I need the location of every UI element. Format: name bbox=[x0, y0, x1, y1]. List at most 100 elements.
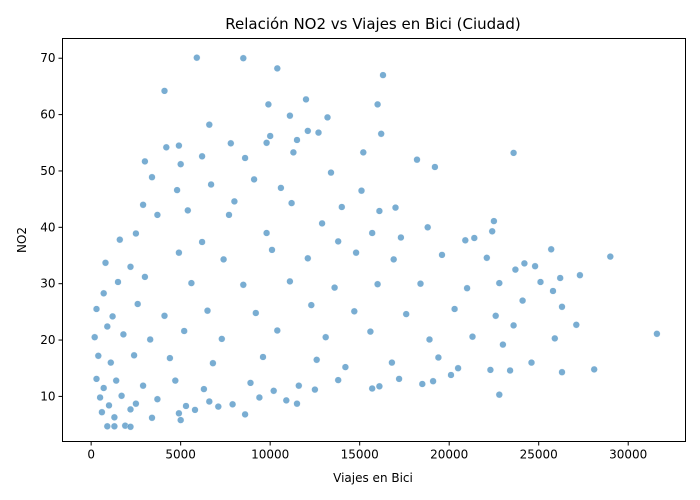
data-point bbox=[318, 219, 326, 228]
data-point bbox=[103, 322, 111, 331]
data-point bbox=[302, 95, 310, 104]
data-point bbox=[366, 327, 375, 336]
y-axis-label: NO2 bbox=[15, 227, 29, 253]
data-point bbox=[527, 358, 536, 367]
data-point bbox=[391, 203, 400, 212]
data-point bbox=[334, 237, 342, 246]
data-point bbox=[112, 376, 120, 385]
data-point bbox=[262, 139, 271, 147]
data-point bbox=[228, 400, 237, 408]
y-axis-ticks: 10 20 30 40 50 60 70 bbox=[40, 51, 63, 403]
data-point bbox=[187, 279, 196, 287]
data-point bbox=[246, 379, 255, 387]
data-point bbox=[416, 280, 425, 288]
data-point bbox=[390, 255, 398, 264]
data-point bbox=[160, 312, 169, 320]
data-point bbox=[357, 187, 366, 195]
data-point bbox=[509, 321, 518, 330]
x-axis-ticks: 0 5000 10000 15000 20000 25000 30000 bbox=[87, 441, 647, 462]
data-point bbox=[101, 259, 110, 267]
y-tick-label: 60 bbox=[40, 108, 55, 122]
data-point bbox=[450, 305, 459, 313]
data-point bbox=[255, 393, 264, 402]
data-point bbox=[141, 157, 149, 166]
data-point bbox=[334, 376, 342, 384]
data-point bbox=[205, 397, 213, 406]
data-point bbox=[153, 395, 162, 403]
data-point bbox=[431, 163, 439, 171]
data-point bbox=[287, 199, 296, 207]
data-point bbox=[495, 391, 503, 399]
data-point bbox=[98, 408, 106, 416]
data-point bbox=[177, 160, 185, 168]
data-point bbox=[126, 423, 135, 431]
data-point bbox=[230, 197, 239, 206]
data-point bbox=[499, 340, 507, 349]
x-tick-label: 5000 bbox=[165, 448, 196, 462]
data-point bbox=[289, 148, 298, 157]
data-point bbox=[518, 296, 527, 305]
data-point bbox=[160, 87, 169, 95]
data-point bbox=[576, 271, 584, 279]
data-point bbox=[91, 333, 99, 341]
data-point bbox=[304, 254, 312, 262]
data-point bbox=[379, 71, 387, 79]
data-point bbox=[551, 334, 559, 343]
data-point bbox=[461, 236, 469, 244]
data-point bbox=[373, 280, 382, 288]
data-point bbox=[114, 278, 122, 286]
data-point bbox=[273, 64, 281, 73]
data-point bbox=[214, 402, 222, 411]
data-point bbox=[270, 387, 278, 395]
data-point bbox=[359, 148, 367, 157]
data-point bbox=[139, 382, 147, 390]
data-point bbox=[341, 363, 350, 371]
data-points bbox=[91, 54, 661, 431]
data-point bbox=[205, 121, 213, 129]
data-point bbox=[293, 400, 301, 408]
data-point bbox=[146, 335, 154, 344]
data-point bbox=[262, 229, 271, 237]
data-point bbox=[418, 380, 426, 388]
data-point bbox=[264, 100, 273, 109]
data-point bbox=[368, 229, 376, 237]
data-point bbox=[191, 406, 199, 414]
data-point bbox=[413, 156, 421, 164]
data-point bbox=[193, 54, 201, 62]
data-point bbox=[153, 211, 162, 219]
data-point bbox=[175, 141, 183, 150]
data-point bbox=[130, 351, 138, 359]
data-point bbox=[177, 416, 185, 424]
data-point bbox=[139, 201, 147, 209]
data-point bbox=[307, 301, 315, 309]
data-point bbox=[531, 262, 539, 270]
data-point bbox=[352, 249, 360, 257]
data-point bbox=[429, 377, 437, 385]
plot-frame bbox=[62, 38, 686, 442]
data-point bbox=[126, 405, 135, 414]
data-point bbox=[198, 152, 206, 160]
data-point bbox=[506, 366, 514, 375]
data-point bbox=[134, 300, 142, 308]
data-point bbox=[388, 358, 396, 367]
data-point bbox=[330, 283, 339, 292]
data-point bbox=[486, 366, 495, 374]
data-point bbox=[184, 206, 192, 215]
data-point bbox=[100, 289, 108, 297]
data-point bbox=[162, 143, 170, 151]
data-point bbox=[180, 327, 188, 335]
data-point bbox=[119, 330, 128, 339]
data-point bbox=[96, 393, 104, 402]
x-tick-label: 25000 bbox=[520, 448, 558, 462]
data-point bbox=[166, 354, 174, 362]
data-point bbox=[141, 273, 149, 281]
data-point bbox=[92, 375, 101, 383]
data-point bbox=[286, 112, 294, 120]
data-point bbox=[556, 274, 564, 282]
data-point bbox=[219, 255, 228, 264]
data-point bbox=[148, 173, 156, 181]
data-point bbox=[470, 234, 478, 242]
data-point bbox=[495, 279, 503, 287]
data-point bbox=[327, 168, 335, 177]
data-point bbox=[350, 307, 358, 315]
